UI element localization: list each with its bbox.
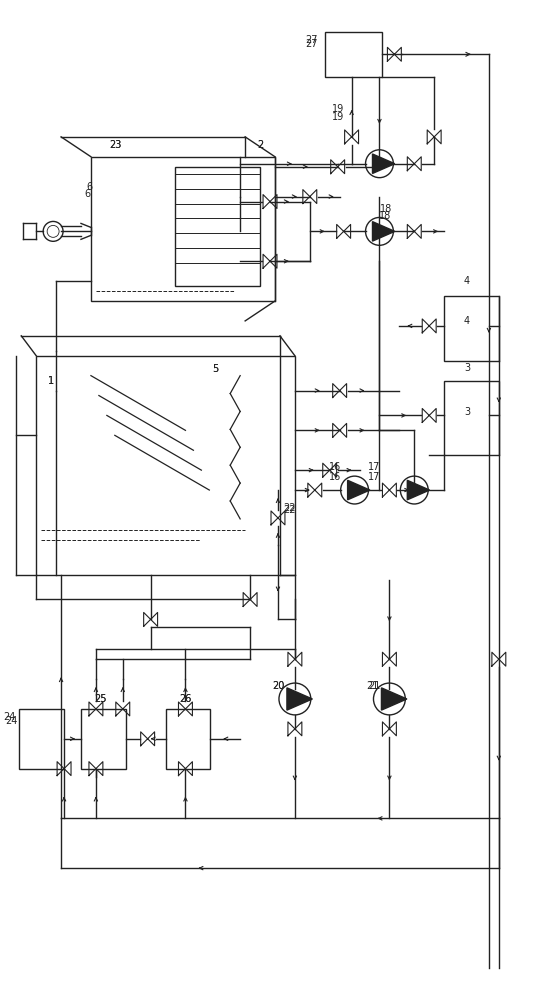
Text: 23: 23	[110, 140, 122, 150]
Text: 16: 16	[329, 462, 341, 472]
Text: 1: 1	[48, 376, 54, 386]
Text: 19: 19	[331, 104, 344, 114]
Text: 17: 17	[368, 462, 380, 472]
Text: 2: 2	[257, 140, 263, 150]
Text: 6: 6	[86, 182, 92, 192]
Text: 24: 24	[5, 716, 17, 726]
Text: 27: 27	[306, 35, 318, 45]
Bar	[444, 296, 499, 361]
Bar	[325, 32, 383, 77]
Polygon shape	[407, 480, 429, 500]
Bar	[81, 709, 126, 769]
Text: 16: 16	[329, 472, 341, 482]
Text: 24: 24	[3, 712, 16, 722]
Polygon shape	[372, 154, 395, 173]
Text: 22: 22	[283, 505, 296, 515]
Bar	[166, 709, 210, 769]
Text: 3: 3	[464, 363, 470, 373]
Text: 25: 25	[95, 694, 107, 704]
Text: 23: 23	[110, 140, 122, 150]
Text: 26: 26	[179, 694, 192, 704]
Polygon shape	[372, 222, 395, 241]
Text: 27: 27	[306, 39, 318, 49]
Text: 17: 17	[368, 472, 380, 482]
Text: 20: 20	[272, 681, 284, 691]
Text: 1: 1	[48, 376, 54, 386]
Text: 3: 3	[464, 407, 470, 417]
Text: 4: 4	[464, 276, 470, 286]
Text: 21: 21	[366, 681, 379, 691]
Text: 5: 5	[212, 364, 219, 374]
Polygon shape	[287, 688, 312, 710]
Bar	[175, 167, 260, 286]
Text: 21: 21	[368, 681, 380, 691]
Bar	[444, 381, 499, 455]
Text: 4: 4	[464, 316, 470, 326]
Text: 18: 18	[380, 204, 392, 214]
Bar	[91, 157, 275, 301]
Polygon shape	[382, 688, 407, 710]
Polygon shape	[348, 480, 370, 500]
Bar	[19, 709, 64, 769]
Text: 26: 26	[179, 694, 192, 704]
Text: 5: 5	[212, 364, 219, 374]
Text: 2: 2	[257, 140, 263, 150]
Bar	[36, 356, 295, 575]
Text: 25: 25	[95, 694, 107, 704]
Text: 22: 22	[283, 503, 296, 513]
Text: 18: 18	[379, 211, 391, 221]
Text: 19: 19	[331, 112, 344, 122]
Text: 20: 20	[272, 681, 284, 691]
Text: 6: 6	[84, 189, 90, 199]
